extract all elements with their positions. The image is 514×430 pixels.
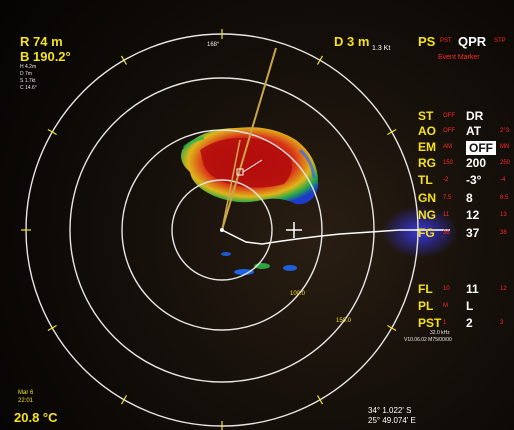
control-label: PL [418,299,434,313]
control-value: 2 [466,316,473,330]
pst-tag: PST [440,38,452,44]
control-low: 1 [443,320,447,326]
temperature-readout: 20.8 °C [14,410,58,425]
bearing-tick [316,395,324,405]
control-low: OFF [443,113,455,119]
heading-indicator: 168° [207,42,220,48]
control-label: AO [418,124,436,138]
control-row-ng[interactable]: NG 11 12 13 [418,208,514,226]
control-value: DR [466,109,484,123]
speed-readout: 1.3 Kt [372,45,391,52]
control-row-rg[interactable]: RG 150 200 250 [418,156,514,174]
control-high: 38 [500,230,507,236]
minor-echoes [221,252,297,275]
control-low: 7.5 [443,195,452,201]
control-high: 3 [500,320,504,326]
readout-line: H 4.2m [20,64,37,70]
control-low: 10 [443,286,450,292]
date-readout: Mar 6 [18,390,34,396]
control-value-selected: OFF [466,141,496,155]
readout-line: S 1.7kt [20,78,36,84]
control-value: AT [466,124,482,138]
control-row-gn[interactable]: GN 7.5 8 8.5 [418,191,514,209]
control-high: 12 [500,286,507,292]
range-readout: R 74 m [20,34,63,49]
control-low: OFF [443,128,455,134]
time-readout: 22:01 [18,398,34,404]
control-label: RG [418,156,436,170]
control-value: L [466,299,474,313]
bearing-line [221,139,241,231]
bearing-tick [316,55,324,65]
cursor-cross[interactable] [286,222,302,238]
control-row-pst[interactable]: PST 1 2 3 [418,316,514,334]
event-marker[interactable]: Event Marker [438,54,480,61]
bearing-tick [120,55,128,65]
control-low: 150 [443,160,454,166]
control-row-tl[interactable]: TL -2 -3° -4 [418,173,514,191]
echo-target [181,127,319,205]
control-label: TL [418,173,433,187]
stp-tag: STP [494,38,506,44]
readout-line: D 7m [20,71,32,77]
control-row-st[interactable]: ST OFF DR [418,109,514,127]
bearing-readout: B 190.2° [20,49,71,64]
control-low: 36 [443,230,450,236]
control-low: -2 [443,177,449,183]
readout-line: C 14.6° [20,85,37,91]
control-row-fl[interactable]: FL 10 11 12 [418,282,514,300]
control-label: FG [418,226,435,240]
control-low: AM [443,144,452,150]
control-label: PST [418,316,442,330]
control-low: M [443,303,448,309]
control-high: 8.5 [500,195,509,201]
version-readout: V10.06.02 M75/00/00 [404,337,452,343]
own-ship [220,228,224,232]
control-value: 200 [466,156,487,170]
depth-readout: D 3 m [334,34,370,49]
control-high: 2°3 [500,128,510,134]
bearing-tick [47,128,57,136]
track-line [221,229,450,245]
control-value: 8 [466,191,473,205]
control-high: MN [500,144,510,150]
mode-indicator[interactable]: QPR [458,34,487,49]
ps-label: PS [418,34,436,49]
control-high: 250 [500,160,511,166]
bearing-tick [387,128,397,136]
control-label: NG [418,208,436,222]
longitude-readout: 25° 49.074' E [368,416,416,425]
control-row-ao[interactable]: AO OFF AT 2°3 [418,124,514,142]
control-row-fg[interactable]: FG 36 37 38 [418,226,514,244]
bearing-tick [387,324,397,332]
control-high: -4 [500,177,506,183]
control-row-pl[interactable]: PL M L [418,299,514,317]
control-value: 12 [466,208,480,222]
range-label: 150.0 [336,318,352,324]
target-marker[interactable] [236,159,263,176]
edge-glow [382,206,458,258]
bearing-tick [47,324,57,332]
range-label: 100.0 [290,291,306,297]
bearing-tick [120,395,128,405]
control-label: EM [418,140,436,154]
heading-line [221,47,277,231]
control-value: -3° [466,173,482,187]
control-value: 37 [466,226,480,240]
control-high: 13 [500,212,507,218]
control-row-em[interactable]: EM AM OFF MN [418,140,514,158]
control-label: ST [418,109,434,123]
control-label: FL [418,282,433,296]
control-label: GN [418,191,436,205]
latitude-readout: 34° 1.022' S [368,406,412,415]
control-low: 11 [443,212,450,218]
control-value: 11 [466,282,479,296]
frequency-readout: 32.0 kHz [430,330,450,336]
